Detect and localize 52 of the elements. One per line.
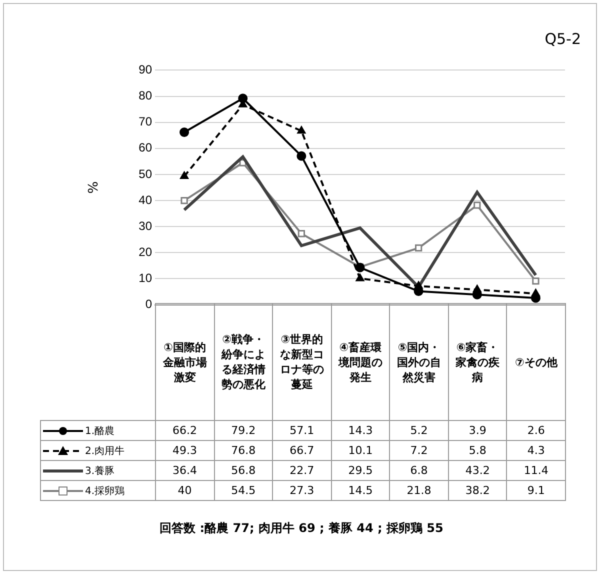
x-tick-label: ⑦その他 <box>506 304 566 420</box>
data-label: 49.3 <box>156 440 214 460</box>
data-label: 3.9 <box>448 420 507 440</box>
text: 回答数 :酪農 77; 肉用牛 69 ; 養豚 44 ; 採卵鶏 55 <box>158 520 444 537</box>
data-label: 38.2 <box>448 480 507 500</box>
y-tick-label: 80 <box>138 88 152 103</box>
data-label: 14.5 <box>331 480 390 500</box>
data-label: 4.3 <box>506 440 566 460</box>
y-tick-label: 30 <box>138 218 152 233</box>
chart-title: Q5-2 <box>544 30 581 48</box>
data-label: 6.8 <box>390 460 448 480</box>
x-tick-label: ③世界的な新型コロナ等の蔓延 <box>272 304 332 420</box>
legend-label: 4.採卵鶏 <box>85 486 125 496</box>
data-label: 76.8 <box>214 440 273 460</box>
data-label: 54.5 <box>214 480 273 500</box>
legend-label: 1.酪農 <box>85 426 115 436</box>
x-tick-label: ②戦争・紛争による経済情勢の悪化 <box>214 304 273 420</box>
x-tick-label: ⑥家畜・家禽の疾病 <box>448 304 507 420</box>
data-label: 56.8 <box>214 460 273 480</box>
y-tick-label: 50 <box>138 166 152 181</box>
legend-label: 2.肉用牛 <box>85 446 125 456</box>
y-tick-label: 10 <box>138 271 152 286</box>
y-tick-label: 20 <box>138 244 152 259</box>
data-label: 5.8 <box>448 440 507 460</box>
data-label: 5.2 <box>390 420 448 440</box>
data-label: 66.2 <box>156 420 214 440</box>
data-label: 7.2 <box>390 440 448 460</box>
data-label: 14.3 <box>331 420 390 440</box>
x-tick-label: ⑤国内・国外の自然災害 <box>390 304 448 420</box>
y-tick-label: 0 <box>145 297 152 312</box>
data-label: 57.1 <box>272 420 332 440</box>
data-label: 27.3 <box>272 480 332 500</box>
data-label: 22.7 <box>272 460 332 480</box>
y-tick-label: 60 <box>138 140 152 155</box>
y-tick-label: 90 <box>138 62 152 77</box>
data-label: 43.2 <box>448 460 507 480</box>
y-tick-label: 40 <box>138 192 152 207</box>
data-label: 36.4 <box>156 460 214 480</box>
data-label: 66.7 <box>272 440 332 460</box>
data-label: 11.4 <box>506 460 566 480</box>
legend-label: 3.養豚 <box>85 466 115 476</box>
data-label: 29.5 <box>331 460 390 480</box>
data-label: 9.1 <box>506 480 566 500</box>
x-tick-label: ①国際的金融市場激変 <box>156 304 214 420</box>
data-label: 21.8 <box>390 480 448 500</box>
data-label: 2.6 <box>506 420 566 440</box>
data-label: 10.1 <box>331 440 390 460</box>
y-axis-title: % <box>86 181 102 194</box>
data-label: 40 <box>156 480 214 500</box>
y-tick-label: 70 <box>138 114 152 129</box>
data-label: 79.2 <box>214 420 273 440</box>
x-tick-label: ④畜産環境問題の発生 <box>331 304 390 420</box>
